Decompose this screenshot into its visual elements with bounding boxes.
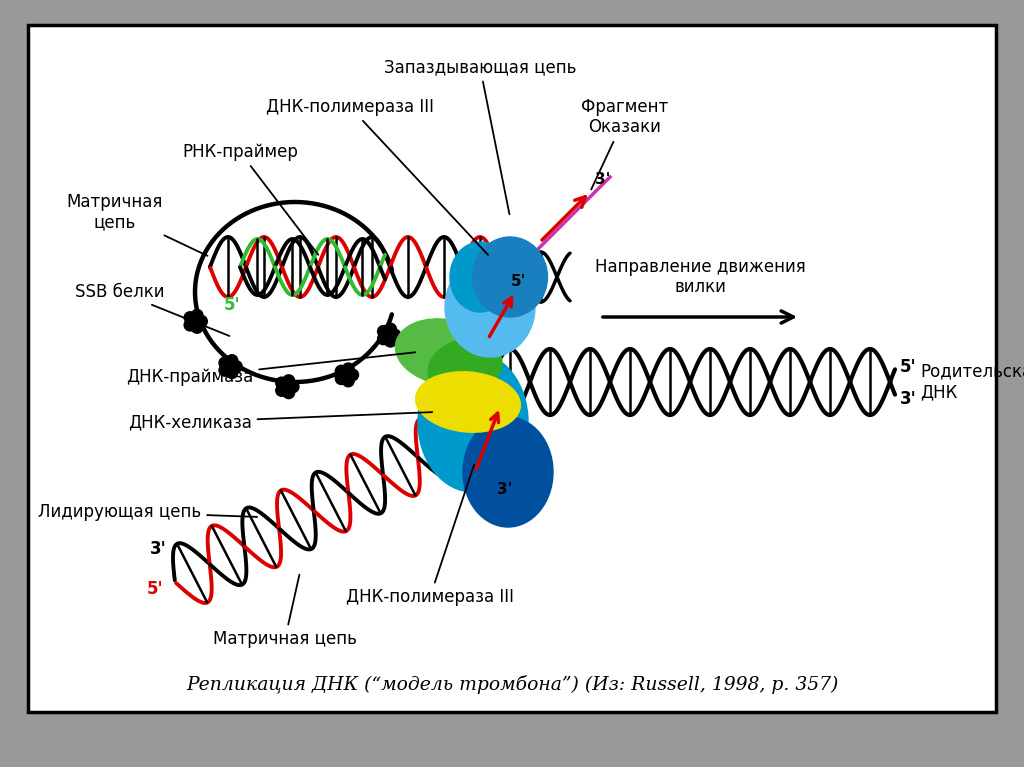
Text: Матричная
цепь: Матричная цепь [67,193,208,256]
Circle shape [342,375,354,387]
Circle shape [342,363,354,375]
Circle shape [230,360,242,373]
Text: Репликация ДНК (“модель тромбона”) (Из: Russell, 1998, p. 357): Репликация ДНК (“модель тромбона”) (Из: … [185,676,839,694]
Circle shape [287,381,299,393]
Circle shape [187,314,203,329]
Ellipse shape [395,319,495,385]
Text: Направление движения
вилки: Направление движения вилки [595,258,805,296]
Text: ДНК-хеликаза: ДНК-хеликаза [128,412,432,431]
Text: Запаздывающая цепь: Запаздывающая цепь [384,58,577,214]
Text: ДНК-праймаза: ДНК-праймаза [126,352,416,386]
Circle shape [378,333,389,344]
Circle shape [275,377,288,389]
Circle shape [385,323,396,335]
Circle shape [226,367,238,378]
Circle shape [280,379,295,394]
Circle shape [389,329,400,341]
Ellipse shape [463,417,553,527]
Circle shape [184,311,196,324]
Circle shape [219,364,230,376]
Ellipse shape [445,257,535,357]
Circle shape [335,365,347,377]
Circle shape [283,387,295,399]
Circle shape [191,321,203,333]
Circle shape [378,325,389,337]
Text: 3': 3' [900,390,916,408]
Text: ДНК-полимераза III: ДНК-полимераза III [266,98,488,255]
Circle shape [335,373,347,384]
Ellipse shape [428,339,502,395]
Circle shape [275,384,288,397]
Text: 5': 5' [223,296,241,314]
Circle shape [219,357,230,369]
Text: SSB белки: SSB белки [75,283,229,336]
Circle shape [283,375,295,387]
Ellipse shape [416,372,520,433]
Ellipse shape [418,352,528,492]
Text: 5': 5' [900,358,916,376]
Text: ДНК-полимераза III: ДНК-полимераза III [346,465,514,606]
Circle shape [381,328,396,343]
Circle shape [196,315,207,328]
Text: Лидирующая цепь: Лидирующая цепь [39,503,257,521]
Ellipse shape [450,242,510,312]
Circle shape [191,310,203,321]
Text: 3': 3' [498,482,513,496]
Text: Фрагмент
Оказаки: Фрагмент Оказаки [582,97,669,189]
Text: 3': 3' [150,540,166,558]
Circle shape [347,369,358,380]
Circle shape [184,319,196,331]
Text: Родительская
ДНК: Родительская ДНК [920,363,1024,401]
FancyBboxPatch shape [28,25,996,712]
Text: Матричная цепь: Матричная цепь [213,574,357,648]
Circle shape [339,367,354,383]
Circle shape [226,354,238,367]
Text: РНК-праймер: РНК-праймер [182,143,318,255]
Text: 5': 5' [146,580,163,598]
Text: 5': 5' [510,275,525,289]
Circle shape [222,359,238,374]
Ellipse shape [472,237,548,317]
Text: 3': 3' [595,173,610,187]
Circle shape [385,335,396,347]
